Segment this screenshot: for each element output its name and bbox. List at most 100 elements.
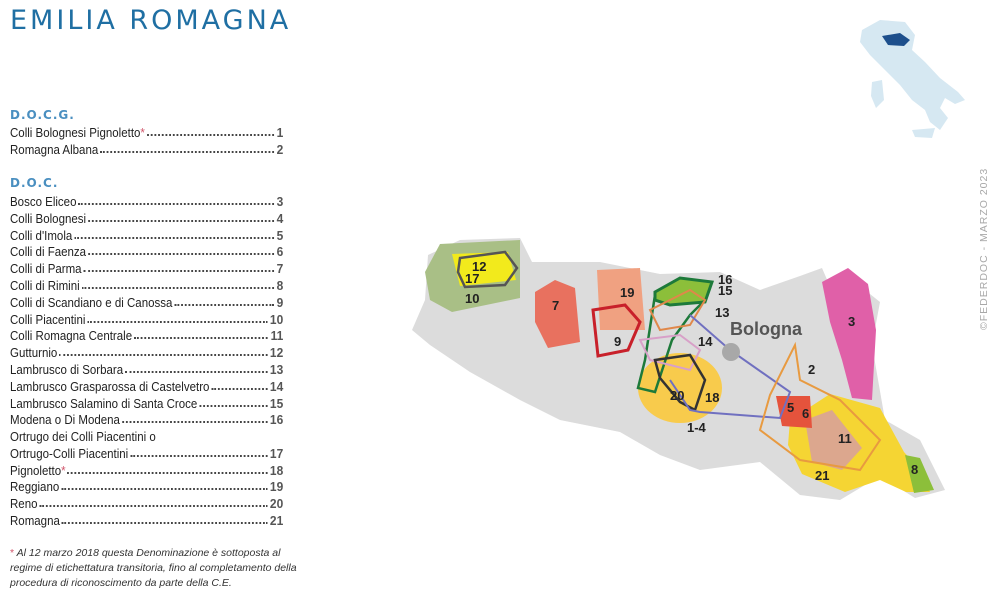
area-12 bbox=[452, 252, 516, 286]
list-item: Bosco Eliceo 3 bbox=[10, 192, 283, 209]
dot-leader bbox=[39, 505, 268, 508]
label-13: 13 bbox=[715, 305, 729, 320]
item-name: Colli Bolognesi bbox=[10, 211, 87, 226]
page-title: EMILIA ROMAGNA bbox=[10, 5, 292, 36]
label-2: 2 bbox=[808, 362, 815, 377]
item-number: 18 bbox=[269, 462, 284, 478]
label-15: 15 bbox=[718, 283, 732, 298]
dot-leader bbox=[74, 236, 274, 239]
sicily-shape bbox=[912, 128, 935, 138]
label-14: 14 bbox=[698, 334, 713, 349]
label-18: 18 bbox=[705, 390, 719, 405]
item-number: 5 bbox=[276, 227, 284, 243]
label-6: 6 bbox=[802, 406, 809, 421]
asterisk-mark: * bbox=[140, 126, 145, 140]
label-7: 7 bbox=[552, 298, 559, 313]
item-number: 12 bbox=[269, 345, 284, 361]
dot-leader bbox=[199, 404, 268, 407]
item-name: Lambrusco Grasparossa di Castelvetro bbox=[10, 379, 210, 394]
label-3: 3 bbox=[848, 314, 855, 329]
label-21: 21 bbox=[815, 468, 829, 483]
item-number: 6 bbox=[276, 244, 284, 260]
dot-leader bbox=[121, 421, 268, 424]
map-labels: 1-4 2 3 5 6 7 8 9 10 11 12 13 14 15 16 1… bbox=[465, 259, 918, 483]
dot-leader bbox=[61, 521, 268, 524]
item-number: 20 bbox=[269, 496, 284, 512]
item-name: Colli Piacentini bbox=[10, 312, 86, 327]
list-item: Colli d'Imola 5 bbox=[10, 226, 283, 243]
label-10: 10 bbox=[465, 291, 479, 306]
item-name: Colli di Scandiano e di Canossa bbox=[10, 295, 173, 310]
item-name: Colli di Parma bbox=[10, 262, 82, 277]
area-9 bbox=[591, 303, 642, 358]
item-number: 10 bbox=[269, 311, 284, 327]
list-item: Romagna 21 bbox=[10, 511, 283, 528]
label-16: 16 bbox=[718, 272, 732, 287]
dot-leader bbox=[124, 371, 268, 373]
item-number: 17 bbox=[269, 445, 284, 461]
label-1-4: 1-4 bbox=[687, 420, 707, 435]
item-name: Bosco Eliceo bbox=[10, 195, 77, 209]
list-item: Colli Bolognesi Pignoletto * 1 bbox=[10, 123, 283, 140]
item-number: 11 bbox=[270, 328, 284, 344]
list-item: Reno 20 bbox=[10, 494, 283, 511]
asterisk-mark: * bbox=[61, 463, 66, 478]
label-17: 17 bbox=[465, 271, 479, 286]
dot-leader bbox=[211, 387, 268, 390]
item-number: 21 bbox=[269, 512, 284, 528]
item-number: 15 bbox=[269, 395, 284, 411]
list-item: Colli Piacentini 10 bbox=[10, 310, 283, 327]
item-name: Lambrusco Salamino di Santa Croce bbox=[10, 396, 198, 411]
item-name: Modena o Di Modena bbox=[10, 413, 120, 428]
item-name: Colli di Rimini bbox=[10, 279, 80, 293]
label-20: 20 bbox=[670, 388, 684, 403]
item-name: Gutturnio bbox=[10, 346, 58, 361]
sardinia-shape bbox=[871, 80, 884, 108]
list-item: Colli di Scandiano e di Canossa 9 bbox=[10, 293, 283, 310]
label-12: 12 bbox=[472, 259, 486, 274]
label-5: 5 bbox=[787, 400, 794, 415]
item-name: Colli Bolognesi Pignoletto bbox=[10, 126, 141, 140]
item-number: 4 bbox=[276, 210, 284, 226]
item-name: Colli Romagna Centrale bbox=[10, 329, 133, 344]
item-number: 13 bbox=[269, 362, 284, 377]
footnote: * Al 12 marzo 2018 questa Denominazione … bbox=[10, 546, 310, 591]
item-number: 19 bbox=[269, 479, 284, 495]
dot-leader bbox=[130, 454, 268, 457]
asterisk-mark: * bbox=[10, 547, 15, 559]
item-name: Reggiano bbox=[10, 480, 60, 495]
list-item: Pignoletto * 18 bbox=[10, 461, 283, 478]
label-19: 19 bbox=[620, 285, 634, 300]
item-number: 9 bbox=[276, 294, 284, 310]
list-item: Romagna Albana 2 bbox=[10, 140, 283, 157]
list-item: Lambrusco di Sorbara 13 bbox=[10, 360, 283, 377]
area-2 bbox=[758, 341, 882, 472]
dot-leader bbox=[87, 320, 268, 323]
doc-heading: D.O.C. bbox=[10, 176, 59, 190]
italy-locator-map bbox=[860, 20, 965, 138]
dot-leader bbox=[174, 303, 274, 306]
label-8: 8 bbox=[911, 462, 918, 477]
item-name: Colli di Faenza bbox=[10, 245, 87, 260]
label-11: 11 bbox=[838, 431, 852, 446]
area-14 bbox=[638, 333, 702, 372]
area-13 bbox=[648, 288, 707, 332]
item-name: Ortrugo-Colli Piacentini bbox=[10, 446, 129, 461]
list-item: Reggiano 19 bbox=[10, 477, 283, 494]
item-number: 2 bbox=[276, 142, 284, 157]
area-17 bbox=[456, 250, 519, 289]
dot-leader bbox=[81, 287, 274, 289]
bologna-label: Bologna bbox=[730, 319, 803, 339]
bologna-marker bbox=[722, 343, 740, 361]
list-item: Colli di Parma 7 bbox=[10, 259, 283, 276]
item-number: 3 bbox=[276, 194, 284, 209]
item-number: 14 bbox=[269, 378, 284, 394]
dot-leader bbox=[133, 337, 268, 340]
list-item: Modena o Di Modena 16 bbox=[10, 410, 283, 427]
list-item: Colli di Rimini 8 bbox=[10, 276, 283, 293]
item-name: Lambrusco di Sorbara bbox=[10, 363, 124, 377]
dot-leader bbox=[61, 488, 268, 491]
area-11 bbox=[805, 410, 862, 470]
item-number: 1 bbox=[276, 125, 284, 140]
